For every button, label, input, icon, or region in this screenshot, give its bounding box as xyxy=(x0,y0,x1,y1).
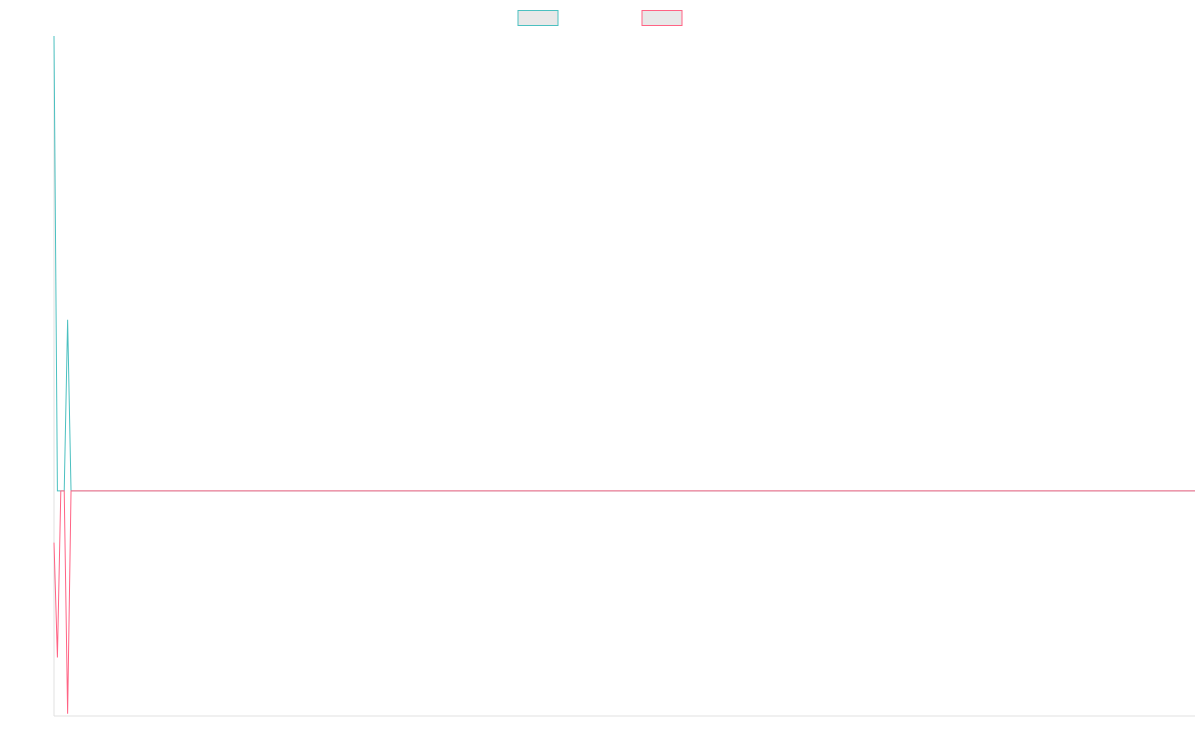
series-line xyxy=(53,490,1195,714)
legend-swatch xyxy=(517,10,559,26)
series-line xyxy=(53,35,1195,492)
legend-swatch xyxy=(641,10,683,26)
